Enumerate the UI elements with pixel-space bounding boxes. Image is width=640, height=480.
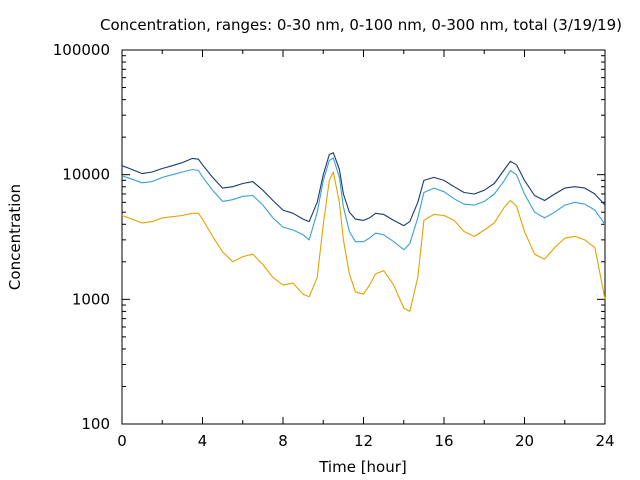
x-tick-label: 4 — [198, 432, 208, 450]
x-tick-label: 12 — [354, 432, 373, 450]
x-tick-label: 0 — [117, 432, 127, 450]
y-tick-label: 100 — [81, 415, 110, 433]
x-tick-label: 24 — [595, 432, 614, 450]
series-line-3 — [121, 171, 606, 312]
series-line-1 — [121, 152, 606, 227]
y-tick-label: 1000 — [72, 290, 110, 308]
y-axis-label: Concentration — [6, 184, 24, 290]
x-axis-label: Time [hour] — [318, 458, 407, 476]
y-tick-label: 100000 — [53, 41, 110, 59]
chart-title: Concentration, ranges: 0-30 nm, 0-100 nm… — [100, 16, 622, 34]
x-tick-label: 8 — [278, 432, 288, 450]
y-tick-label: 10000 — [62, 166, 110, 184]
x-tick-label: 20 — [515, 432, 534, 450]
x-axis: 0 4 8 12 16 20 24 — [117, 50, 615, 450]
x-tick-label: 16 — [434, 432, 453, 450]
y-axis: 100 1000 10000 100000 — [53, 41, 605, 433]
plot-frame — [121, 49, 606, 425]
series-lines — [121, 152, 606, 312]
series-line-2 — [121, 157, 606, 251]
